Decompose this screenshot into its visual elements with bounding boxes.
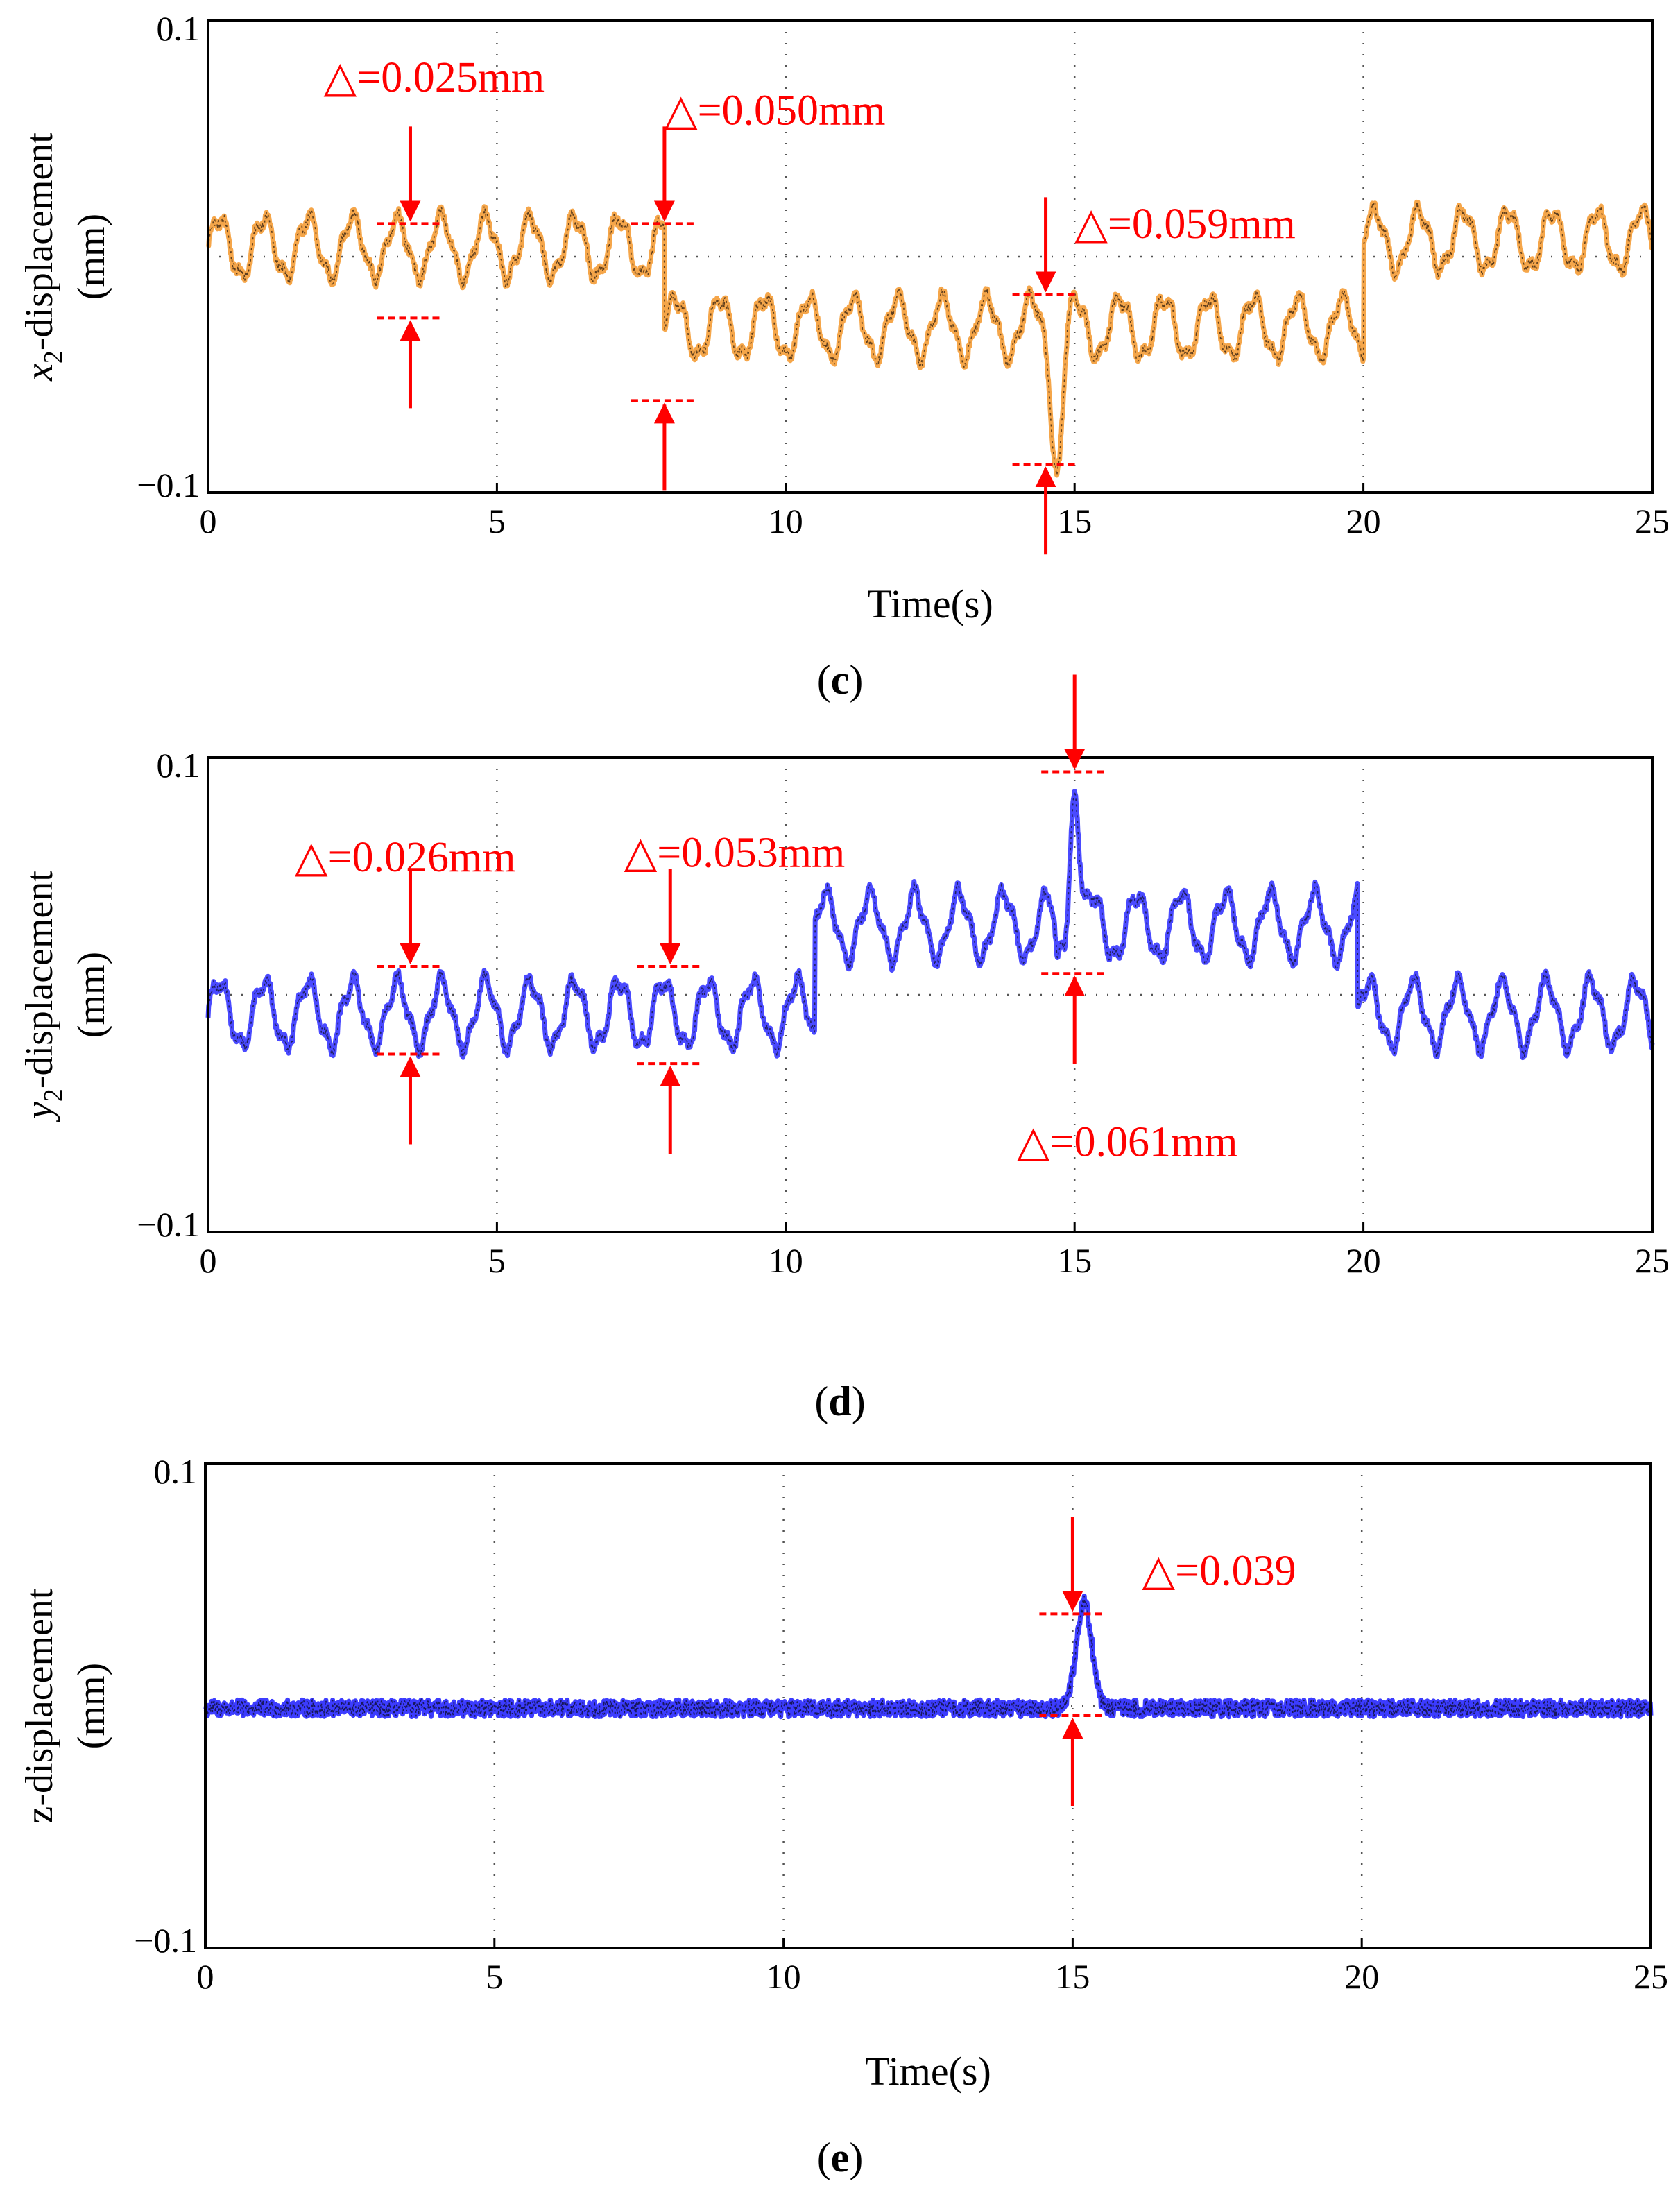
x-tick-label: 20 bbox=[1346, 1241, 1381, 1280]
panel-caption: (e) bbox=[817, 2135, 864, 2180]
y-axis-label-sub: 2 bbox=[39, 1088, 68, 1102]
caption-open: ( bbox=[817, 2135, 831, 2180]
x-tick-label: 15 bbox=[1055, 1957, 1090, 1996]
y-axis-label-var: y bbox=[18, 1102, 61, 1122]
x-tick-label: 15 bbox=[1057, 502, 1092, 540]
series-line bbox=[206, 199, 1654, 478]
x-tick-label: 0 bbox=[200, 502, 217, 540]
annotation-0: △=0.039 bbox=[1039, 1517, 1296, 1806]
caption-close: ) bbox=[849, 657, 863, 703]
caption-letter: e bbox=[831, 2135, 850, 2180]
x-tick-label: 25 bbox=[1634, 1957, 1668, 1996]
x-tick-label: 20 bbox=[1344, 1957, 1379, 1996]
x-tick-label: 25 bbox=[1635, 1241, 1670, 1280]
annotation-label: △=0.025mm bbox=[324, 54, 545, 101]
x-tick-label: 15 bbox=[1057, 1241, 1092, 1280]
caption-close: ) bbox=[849, 2135, 863, 2180]
panel-e: 0.1 −0.10 5 10 15 20 25 Time(s) z-displacement (m… bbox=[18, 1452, 1668, 2180]
grid bbox=[208, 758, 1652, 1232]
x-tick-label: 10 bbox=[769, 1241, 803, 1280]
annotation-label: △=0.026mm bbox=[295, 834, 516, 881]
annotation-0: △=0.025mm bbox=[324, 54, 545, 409]
x-axis-label: Time(s) bbox=[867, 581, 993, 626]
y-axis-label-var: x bbox=[18, 364, 61, 382]
y-axis-label: y2-displacement bbox=[18, 871, 68, 1122]
annotation-label: △=0.053mm bbox=[624, 829, 846, 876]
x-tick-label: 0 bbox=[197, 1957, 214, 1996]
x-tick-label: 10 bbox=[769, 502, 803, 540]
panel-caption: (c) bbox=[817, 657, 864, 703]
x-tick-label: 5 bbox=[488, 502, 506, 540]
y-axis-label-rest: -displacement bbox=[18, 871, 61, 1089]
annotation-2: △=0.061mm bbox=[1017, 674, 1238, 1166]
y-tick-label: −0.1 bbox=[134, 1921, 197, 1960]
panel-c: 0.1−0.10 5 10 15 20 25Time(s)x2-displacement(… bbox=[18, 9, 1670, 703]
annotation-label: △=0.039 bbox=[1142, 1548, 1296, 1595]
y-axis-unit: (mm) bbox=[70, 214, 113, 300]
series-line-detail bbox=[207, 791, 1653, 1059]
y-axis-unit: (mm) bbox=[70, 952, 113, 1038]
x-tick-label: 0 bbox=[200, 1241, 217, 1280]
panel-caption: (d) bbox=[814, 1378, 865, 1424]
y-tick-label: 0.1 bbox=[157, 9, 200, 48]
x-tick-label: 25 bbox=[1635, 502, 1670, 540]
x-tick-label: 5 bbox=[488, 1241, 506, 1280]
annotation-label: △=0.059mm bbox=[1074, 200, 1296, 248]
annotation-0: △=0.026mm bbox=[295, 834, 516, 1145]
y-axis-label: z-displacement bbox=[18, 1588, 61, 1823]
y-axis-label-rest: -displacement bbox=[18, 133, 61, 351]
x-tick-label: 10 bbox=[766, 1957, 801, 1996]
caption-close: ) bbox=[852, 1378, 866, 1424]
panels: 0.1−0.10 5 10 15 20 25Time(s)x2-displacement(… bbox=[18, 9, 1670, 2180]
caption-letter: d bbox=[828, 1378, 851, 1424]
grid bbox=[208, 21, 1652, 493]
x-tick-label: 5 bbox=[486, 1957, 503, 1996]
caption-letter: c bbox=[831, 657, 850, 703]
series-line bbox=[203, 1594, 1654, 1720]
series-line-detail bbox=[207, 202, 1653, 476]
y-axis-label: x2-displacement bbox=[18, 133, 68, 382]
annotation-label: △=0.050mm bbox=[665, 87, 886, 135]
plot-frame bbox=[204, 1462, 1652, 1949]
panel-d: 0.1 −0.10 5 10 15 20 25 y2-displacement (mm) △=0.… bbox=[18, 674, 1670, 1424]
caption-open: ( bbox=[814, 1378, 828, 1424]
annotation-1: △=0.053mm bbox=[624, 829, 846, 1154]
annotation-label: △=0.061mm bbox=[1017, 1119, 1238, 1166]
series-line bbox=[205, 789, 1655, 1061]
y-tick-label: 0.1 bbox=[154, 1452, 198, 1491]
y-tick-label: 0.1 bbox=[157, 746, 200, 785]
annotation-1: △=0.050mm bbox=[631, 87, 886, 491]
x-axis-label: Time(s) bbox=[865, 2049, 991, 2094]
y-tick-label: −0.1 bbox=[137, 1205, 200, 1244]
plot-frame bbox=[207, 19, 1654, 494]
annotation-2: △=0.059mm bbox=[1012, 197, 1296, 555]
plot-frame bbox=[207, 756, 1654, 1233]
y-axis-unit: (mm) bbox=[70, 1663, 113, 1749]
caption-open: ( bbox=[817, 657, 831, 703]
y-tick-label: −0.1 bbox=[137, 466, 200, 504]
x-tick-label: 20 bbox=[1346, 502, 1381, 540]
y-axis-label-sub: 2 bbox=[39, 350, 68, 364]
